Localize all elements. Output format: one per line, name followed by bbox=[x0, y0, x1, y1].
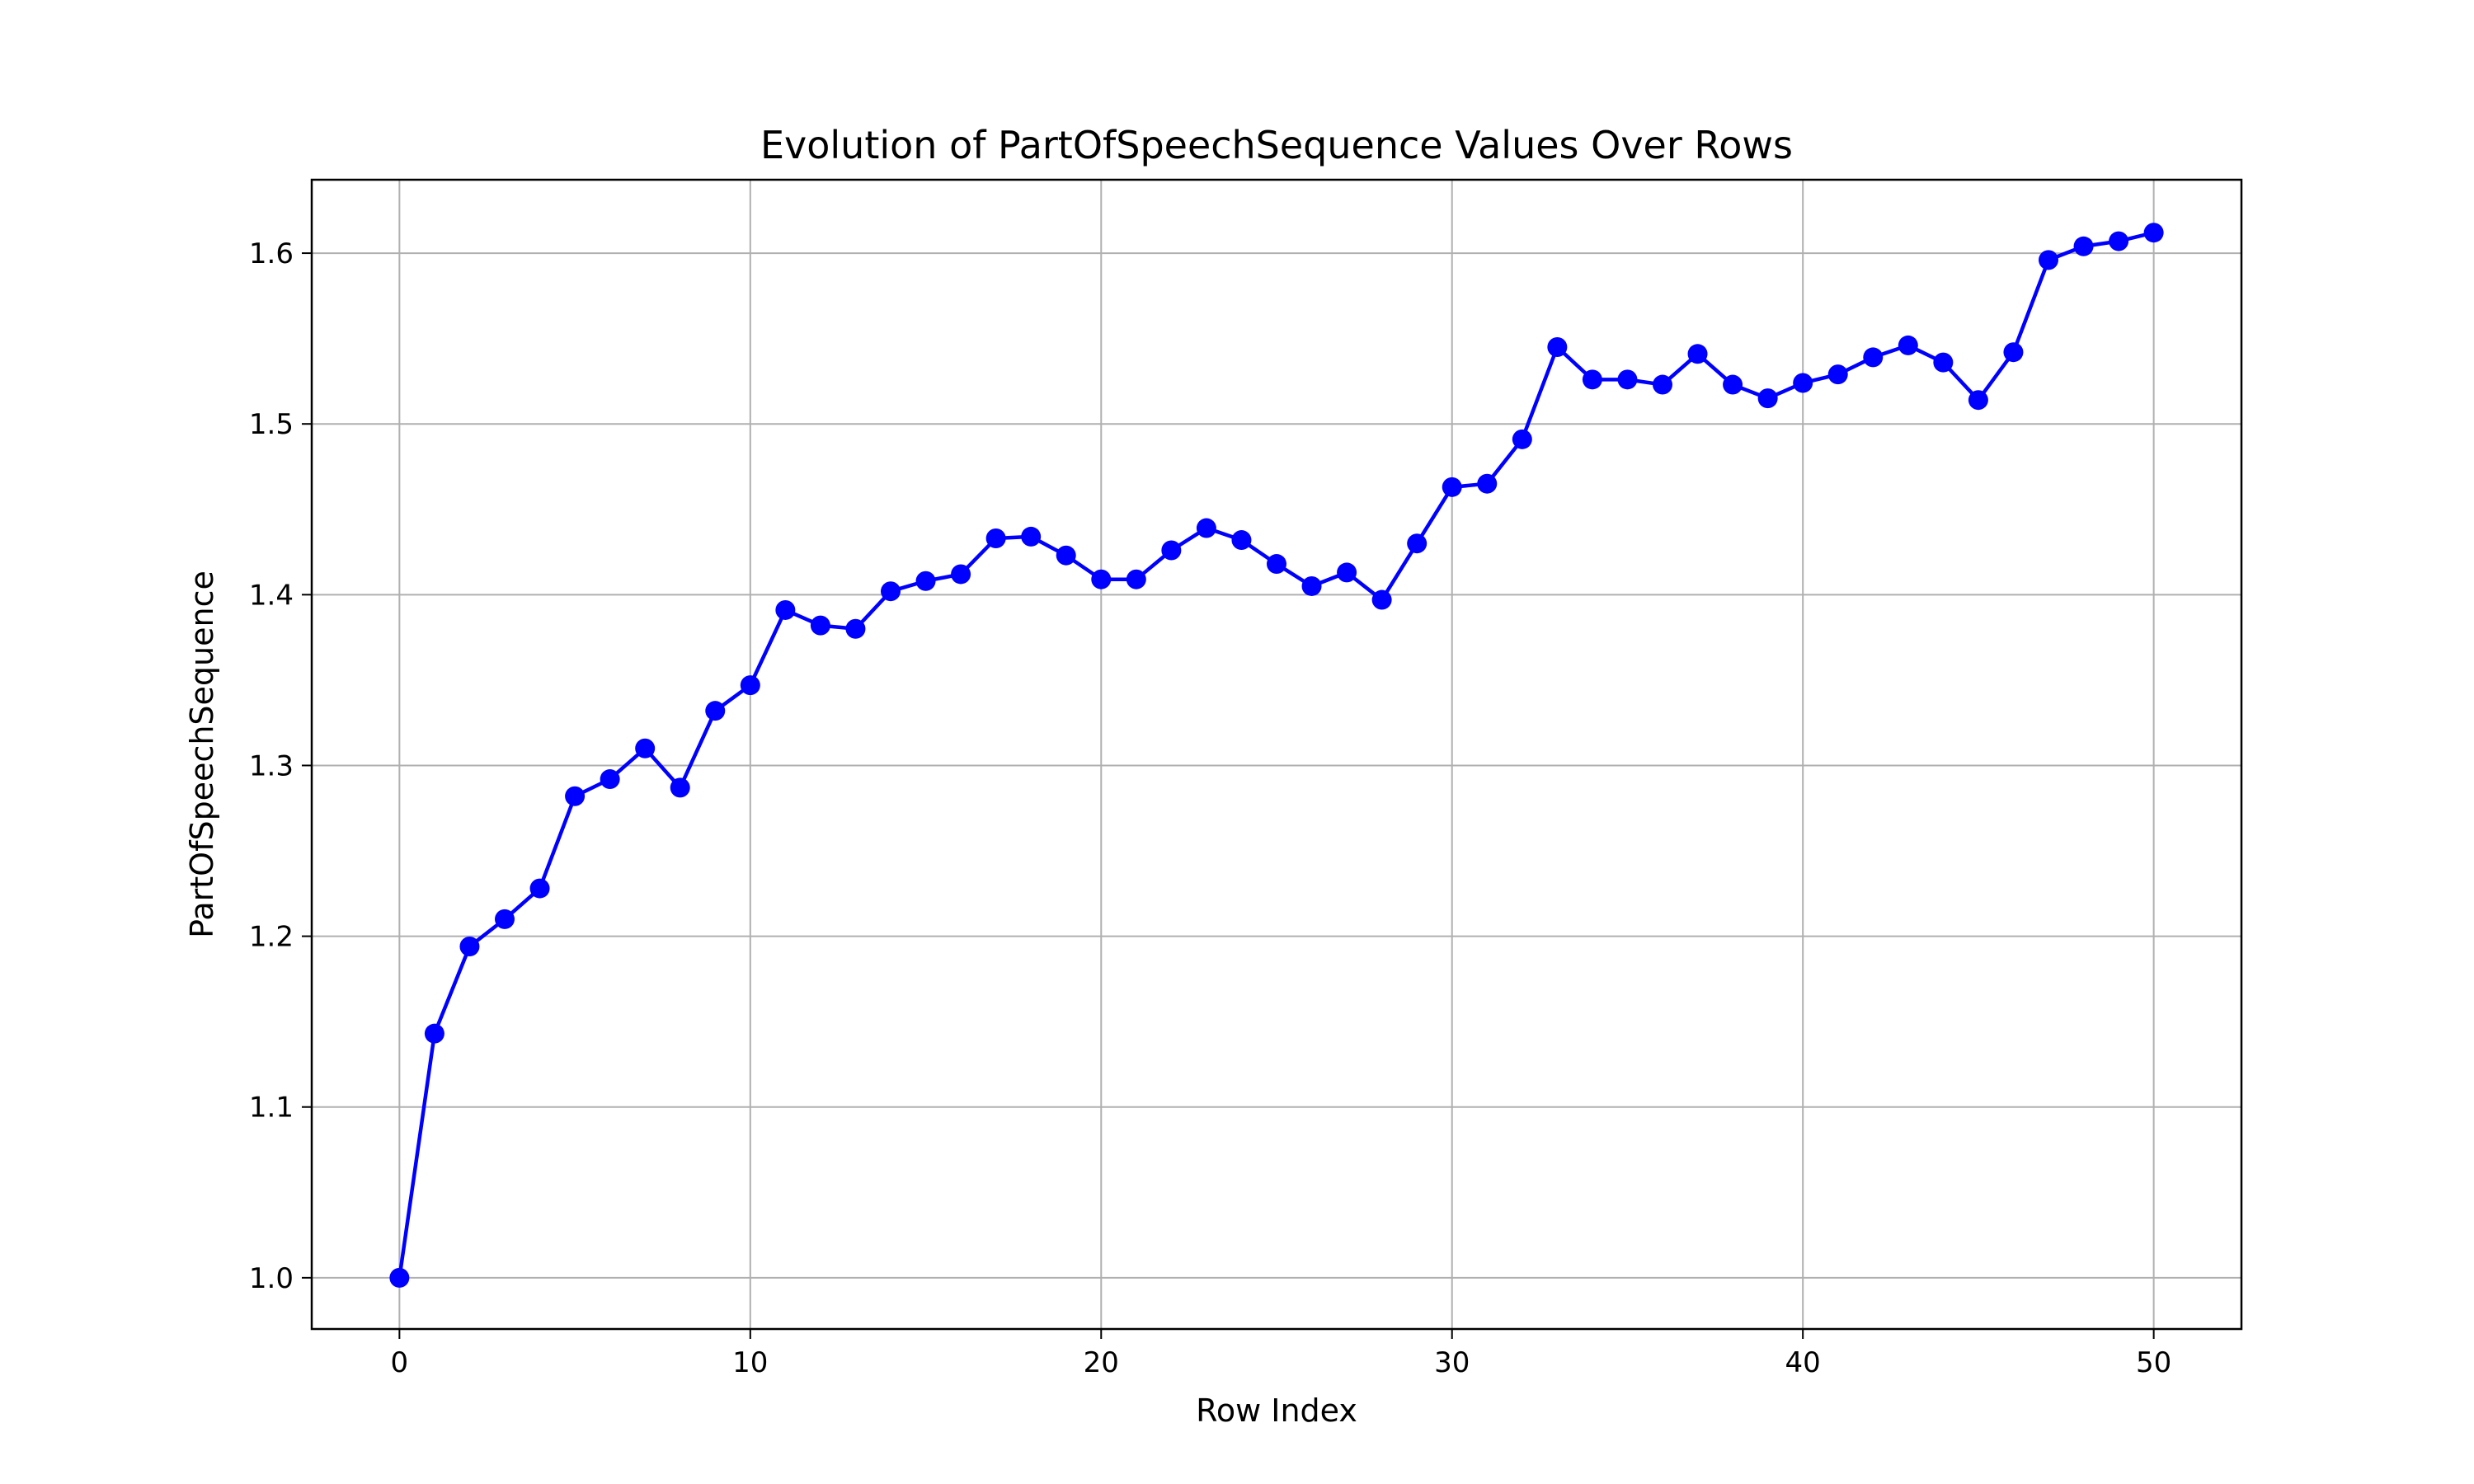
data-point bbox=[2109, 231, 2129, 251]
data-point bbox=[1933, 352, 1954, 373]
axis-ticks: 0 10 20 30 40 50 1.0 1.1 1.2 1.3 1.4 1.5 1.6 bbox=[249, 237, 2171, 1379]
data-point bbox=[389, 1267, 410, 1288]
data-point bbox=[1337, 562, 1357, 583]
data-point bbox=[2003, 342, 2024, 363]
series-layer bbox=[389, 223, 2164, 1288]
data-point bbox=[1126, 569, 1146, 589]
grid-lines bbox=[312, 180, 2241, 1329]
chart-title: Evolution of PartOfSpeechSequence Values… bbox=[760, 123, 1793, 167]
x-tick-label: 40 bbox=[1785, 1346, 1821, 1379]
x-tick-label: 10 bbox=[732, 1346, 768, 1379]
x-tick-label: 0 bbox=[391, 1346, 409, 1379]
data-point bbox=[1161, 540, 1182, 561]
data-point bbox=[1091, 569, 1112, 589]
data-point bbox=[1793, 373, 1813, 393]
data-point bbox=[529, 878, 550, 899]
data-point bbox=[1021, 526, 1042, 547]
data-point bbox=[775, 599, 796, 620]
data-point bbox=[2039, 250, 2058, 270]
data-point bbox=[1582, 369, 1602, 390]
plot-frame bbox=[310, 178, 2243, 1331]
data-point bbox=[810, 615, 830, 636]
data-point bbox=[2143, 223, 2164, 243]
x-tick-label: 30 bbox=[1434, 1346, 1470, 1379]
y-tick-label: 1.3 bbox=[249, 749, 294, 782]
y-tick-label: 1.4 bbox=[249, 579, 294, 612]
data-point bbox=[1617, 369, 1638, 390]
x-tick-label: 50 bbox=[2136, 1346, 2171, 1379]
x-tick-label: 20 bbox=[1084, 1346, 1119, 1379]
data-point bbox=[1371, 589, 1392, 610]
data-point bbox=[915, 571, 936, 591]
data-point bbox=[495, 909, 515, 929]
y-tick-label: 1.0 bbox=[249, 1262, 294, 1295]
data-point bbox=[1301, 575, 1322, 596]
data-point bbox=[951, 564, 971, 585]
data-point bbox=[1477, 473, 1498, 494]
data-point bbox=[670, 777, 690, 798]
data-point bbox=[740, 675, 760, 696]
data-point bbox=[1442, 477, 1462, 497]
y-tick-label: 1.6 bbox=[249, 237, 294, 270]
data-point bbox=[1547, 336, 1568, 357]
data-point bbox=[1267, 554, 1286, 575]
data-point bbox=[1723, 374, 1743, 395]
data-point bbox=[985, 528, 1006, 548]
data-point bbox=[1687, 344, 1708, 364]
data-point bbox=[1407, 533, 1427, 554]
data-point bbox=[1757, 388, 1778, 409]
data-point bbox=[1863, 347, 1884, 368]
y-tick-label: 1.1 bbox=[249, 1092, 294, 1125]
data-point bbox=[1231, 530, 1252, 551]
data-point bbox=[1512, 429, 1532, 449]
data-point bbox=[424, 1023, 444, 1044]
data-point bbox=[1827, 364, 1848, 385]
data-point bbox=[1196, 518, 1216, 538]
y-tick-label: 1.2 bbox=[249, 921, 294, 954]
y-tick-label: 1.5 bbox=[249, 408, 294, 441]
data-point bbox=[635, 738, 656, 758]
data-point bbox=[1056, 545, 1076, 566]
data-point bbox=[845, 618, 866, 639]
x-axis-label: Row Index bbox=[1196, 1392, 1357, 1429]
data-point bbox=[2073, 236, 2094, 256]
data-point bbox=[881, 581, 901, 602]
data-point bbox=[1653, 374, 1672, 395]
data-point bbox=[1898, 335, 1918, 355]
data-point bbox=[705, 701, 726, 721]
data-point bbox=[600, 769, 620, 790]
y-axis-label: PartOfSpeechSequence bbox=[184, 571, 220, 938]
data-point bbox=[459, 937, 480, 957]
data-point bbox=[565, 786, 586, 806]
data-point bbox=[1968, 390, 1988, 411]
